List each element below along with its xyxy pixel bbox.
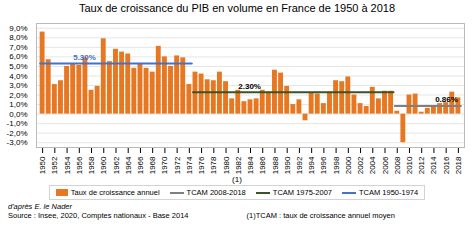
html-text:Source : Insee, 2020, Comptes: Source : Insee, 2020, Comptes nationaux …: [8, 211, 189, 220]
svg-text:2000: 2000: [344, 156, 353, 174]
svg-text:4,0%: 4,0%: [9, 72, 27, 81]
svg-text:8,0%: 8,0%: [9, 33, 27, 42]
svg-text:1988: 1988: [271, 156, 280, 174]
svg-text:1950: 1950: [38, 156, 47, 174]
svg-text:1,0%: 1,0%: [9, 100, 27, 109]
html-text:TCAM 2008-2018: TCAM 2008-2018: [186, 188, 246, 197]
svg-text:7,0%: 7,0%: [9, 43, 27, 52]
svg-text:1984: 1984: [246, 156, 255, 174]
svg-text:2004: 2004: [368, 156, 377, 174]
svg-text:0,0%: 0,0%: [9, 110, 27, 119]
svg-text:-3,0%: -3,0%: [7, 138, 28, 147]
svg-text:1976: 1976: [197, 156, 206, 174]
svg-text:2016: 2016: [442, 156, 451, 174]
svg-text:-1,0%: -1,0%: [7, 119, 28, 128]
svg-text:1974: 1974: [185, 156, 194, 174]
html-text:(1)TCAM : taux de croissance a: (1)TCAM : taux de croissance annuel moye…: [246, 211, 395, 220]
svg-text:1962: 1962: [112, 156, 121, 174]
svg-text:1968: 1968: [148, 156, 157, 174]
svg-text:2012: 2012: [417, 156, 426, 174]
svg-text:1970: 1970: [160, 156, 169, 174]
svg-text:1986: 1986: [258, 156, 267, 174]
svg-text:-2,0%: -2,0%: [7, 129, 28, 138]
svg-text:1996: 1996: [319, 156, 328, 174]
svg-text:2018: 2018: [454, 156, 463, 174]
svg-text:3,0%: 3,0%: [9, 81, 27, 90]
svg-text:2010: 2010: [405, 156, 414, 174]
svg-text:2.30%: 2.30%: [238, 82, 261, 91]
svg-text:1972: 1972: [173, 156, 182, 174]
html-text:TCAM 1975-2007: TCAM 1975-2007: [272, 188, 332, 197]
svg-text:1956: 1956: [75, 156, 84, 174]
svg-text:2002: 2002: [356, 156, 365, 174]
html-text:(1): (1): [232, 175, 242, 184]
svg-text:1982: 1982: [234, 156, 243, 174]
svg-text:1958: 1958: [87, 156, 96, 174]
svg-text:0.86%: 0.86%: [435, 95, 458, 104]
html-text:Taux de croissance du PIB en v: Taux de croissance du PIB en volume en F…: [78, 2, 396, 14]
html-text:d'après E. le Nader: d'après E. le Nader: [8, 202, 72, 211]
svg-text:5,0%: 5,0%: [9, 62, 27, 71]
svg-text:1994: 1994: [307, 156, 316, 174]
svg-text:6,0%: 6,0%: [9, 52, 27, 61]
svg-text:1952: 1952: [50, 156, 59, 174]
svg-text:2006: 2006: [381, 156, 390, 174]
svg-text:1992: 1992: [295, 156, 304, 174]
svg-text:1998: 1998: [332, 156, 341, 174]
svg-text:1980: 1980: [222, 156, 231, 174]
svg-text:1966: 1966: [136, 156, 145, 174]
svg-text:2,0%: 2,0%: [9, 91, 27, 100]
svg-text:1990: 1990: [283, 156, 292, 174]
svg-text:1978: 1978: [209, 156, 218, 174]
html-text:Taux de croissance annuel: Taux de croissance annuel: [70, 188, 160, 197]
svg-text:5.30%: 5.30%: [73, 53, 96, 62]
svg-text:9,0%: 9,0%: [9, 24, 27, 33]
svg-text:1964: 1964: [124, 156, 133, 174]
svg-text:1960: 1960: [99, 156, 108, 174]
svg-text:1954: 1954: [63, 156, 72, 174]
html-text:TCAM 1950-1974: TCAM 1950-1974: [359, 188, 419, 197]
svg-text:2008: 2008: [393, 156, 402, 174]
svg-text:2014: 2014: [429, 156, 438, 174]
